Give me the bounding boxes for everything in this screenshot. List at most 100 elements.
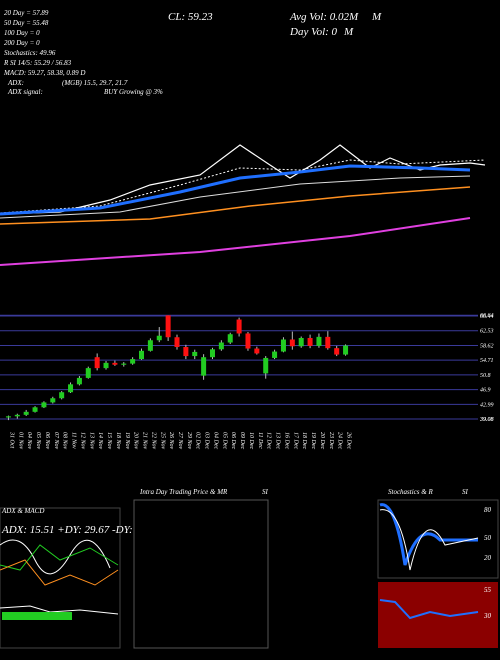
x-tick-label: 26 Nov	[168, 432, 174, 450]
candle-body	[316, 336, 322, 346]
candle-body	[76, 377, 82, 385]
x-tick-label: 06 Dec	[230, 432, 236, 449]
stoch-tick: 80	[484, 506, 492, 514]
y-tick-label: 58.62	[480, 343, 494, 349]
candle-body	[50, 398, 56, 403]
x-tick-label: 18 Dec	[301, 432, 307, 449]
stoch-tick: 20	[484, 554, 492, 562]
candle-body	[209, 349, 215, 358]
header-stat: 20 Day = 57.89	[4, 9, 49, 17]
y-tick-label: 42.99	[480, 401, 494, 408]
ma20-line	[0, 164, 471, 216]
y-tick-label: 46.9	[480, 387, 491, 394]
candle-body	[14, 414, 20, 417]
y-tick-label: 62.53	[480, 329, 494, 335]
y-tick-label: 39.08	[479, 417, 494, 423]
rsi-tick: 30	[483, 612, 492, 620]
adx-panel	[0, 507, 121, 649]
candle-body	[23, 411, 29, 415]
x-tick-label: 13 Dec	[275, 432, 281, 449]
header-stat: R SI 14/5: 55.29 / 56.83	[3, 59, 72, 67]
header-stat: MACD: 59.27, 58.38, 0.89 D	[3, 69, 85, 77]
candle-body	[121, 363, 127, 365]
stochastic-curve	[379, 503, 478, 566]
ma200-line	[0, 217, 471, 266]
candle-body	[139, 350, 145, 360]
candle-body	[94, 357, 100, 369]
x-tick-label: 08 Nov	[62, 432, 68, 450]
day-vol: Day Vol: 0	[289, 26, 338, 38]
x-tick-label: 11 Nov	[71, 432, 77, 449]
candle-body	[103, 362, 109, 369]
candle-body	[289, 339, 295, 347]
x-tick-label: 20 Nov	[133, 432, 139, 450]
candle-body	[334, 348, 340, 355]
stoch-tick: 50	[484, 534, 492, 542]
header-stat: 50 Day = 55.48	[4, 19, 49, 27]
x-tick-label: 07 Nov	[53, 432, 59, 450]
x-tick-label: 12 Dec	[266, 432, 272, 449]
candle-body	[343, 345, 349, 355]
adx-signal-label: ADX signal:	[7, 88, 43, 96]
adx-value: (MGB) 15.5, 29.7, 21.7	[62, 79, 128, 87]
rsi-panel	[378, 582, 498, 648]
overlay-lines	[0, 144, 486, 266]
panel-title: ADX & MACD	[1, 507, 44, 515]
intraday-panel	[133, 499, 269, 649]
x-tick-label: 03 Dec	[204, 432, 210, 449]
x-tick-label: 02 Dec	[195, 432, 201, 449]
panel-title: SI	[262, 488, 269, 496]
x-tick-label: 29 Nov	[186, 432, 192, 450]
y-tick-label: 54.71	[480, 357, 494, 364]
y-tick-label: 66.64	[480, 312, 494, 319]
x-tick-label: 04 Dec	[212, 432, 219, 449]
candle-body	[263, 357, 269, 374]
candle-body	[41, 402, 47, 408]
candle-body	[183, 347, 189, 357]
candle-body	[227, 334, 233, 343]
x-tick-label: 27 Nov	[177, 432, 183, 450]
x-tick-label: 04 Nov	[26, 432, 33, 450]
x-tick-label: 24 Dec	[337, 432, 344, 449]
x-tick-label: 15 Nov	[106, 432, 112, 450]
macd-histogram	[2, 612, 72, 620]
ma50-line	[0, 175, 471, 219]
close-price: CL: 59.23	[168, 11, 213, 23]
ma100-line	[0, 186, 471, 225]
x-tick-label: 18 Nov	[115, 432, 121, 450]
x-tick-label: 01 Nov	[17, 432, 23, 450]
x-tick-label: 11 Dec	[257, 432, 263, 449]
adx-readout: ADX: 15.51 +DY: 29.67 -DY: 21.7	[1, 524, 155, 536]
candle-body	[147, 340, 153, 351]
adx-curve	[0, 539, 111, 575]
candle-body	[236, 319, 242, 334]
x-tick-label: 14 Nov	[97, 432, 104, 450]
plus-di-curve	[0, 544, 119, 571]
candle-body	[130, 359, 136, 364]
candle-body	[59, 392, 65, 399]
candle-body	[68, 384, 74, 393]
candle-body	[245, 333, 251, 349]
header-stat: 200 Day = 0	[4, 39, 40, 47]
x-tick-label: 20 Dec	[319, 432, 325, 449]
avg-vol-unit: M	[371, 11, 382, 23]
header-stat: 100 Day = 0	[4, 29, 40, 37]
candle-body	[201, 357, 207, 376]
y-tick-label: 66.44	[480, 313, 494, 320]
x-tick-label: 22 Nov	[150, 432, 156, 450]
x-tick-label: 16 Dec	[283, 432, 289, 449]
x-tick-label: 05 Dec	[221, 432, 227, 449]
candle-body	[218, 342, 224, 350]
candle-body	[307, 337, 313, 346]
avg-vol: Avg Vol: 0.02M	[289, 11, 359, 23]
header-stat: Stochastics: 49.96	[4, 49, 56, 57]
x-tick-label: 31 Oct	[8, 431, 14, 448]
x-tick-label: 26 Dec	[346, 432, 352, 449]
adx-label: ADX:	[7, 79, 24, 87]
rsi-tick: 55	[484, 586, 492, 594]
x-tick-label: 19 Nov	[124, 432, 130, 450]
panel-title: Stochastics & R	[388, 488, 433, 496]
x-tick-label: 13 Nov	[88, 432, 94, 450]
